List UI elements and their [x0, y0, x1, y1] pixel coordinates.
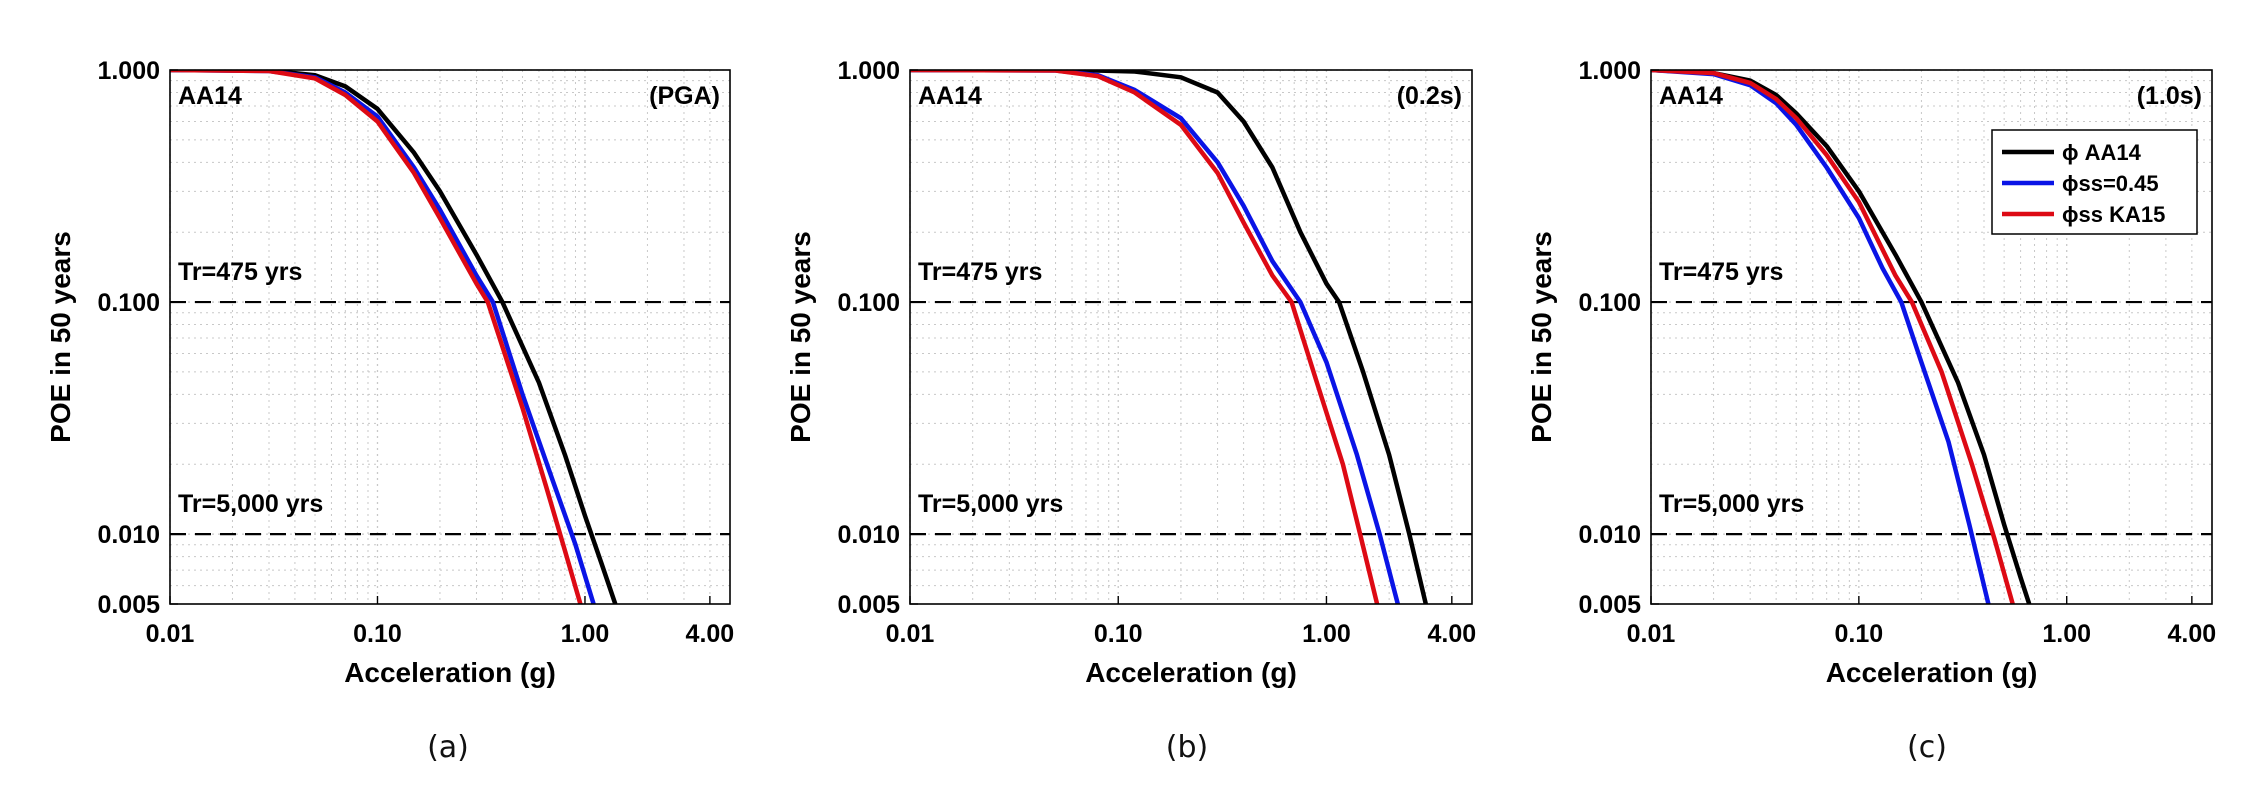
- y-axis-title: POE in 50 years: [1526, 231, 1557, 443]
- reference-label: Tr=475 yrs: [178, 258, 302, 286]
- x-axis-title: Acceleration (g): [1085, 657, 1297, 688]
- series-line-2: [910, 70, 1400, 604]
- reference-label: Tr=475 yrs: [918, 258, 1042, 286]
- legend: ϕ AA14 ϕss=0.45 ϕss KA15: [1991, 129, 2198, 235]
- x-tick-label: 4.00: [2168, 620, 2217, 648]
- legend-entry-1: ϕ AA14: [2062, 140, 2142, 165]
- series-line-3: [910, 70, 1380, 604]
- series-line-3: [170, 70, 583, 604]
- y-tick-label: 0.100: [837, 289, 900, 317]
- y-tick-label: 1.000: [1578, 57, 1641, 85]
- panel-1: Tr=475 yrs Tr=5,000 yrs 0.01 0.10 1.00 4.00 0.…: [45, 57, 734, 688]
- model-label: AA14: [178, 82, 242, 110]
- axes-frame: [1650, 69, 2213, 605]
- x-tick-label: 1.00: [2042, 620, 2091, 648]
- series-line-2: [170, 70, 596, 604]
- model-label: AA14: [1659, 82, 1723, 110]
- series-line-1: [170, 70, 618, 604]
- legend-entry-3: ϕss KA15: [2062, 202, 2165, 227]
- y-tick-label: 0.100: [1578, 289, 1641, 317]
- x-tick-label: 0.01: [146, 620, 195, 648]
- y-tick-label: 0.005: [1578, 591, 1641, 619]
- period-label: (PGA): [649, 82, 720, 110]
- caption-c: (c): [1907, 730, 1947, 765]
- panel-3: Tr=475 yrs Tr=5,000 yrs 0.01 0.10 1.00 4.00 0.…: [1526, 57, 2216, 688]
- period-label: (0.2s): [1397, 82, 1462, 110]
- axes-frame: [169, 69, 731, 605]
- period-label: (1.0s): [2137, 82, 2202, 110]
- y-tick-label: 0.005: [837, 591, 900, 619]
- panel-2: Tr=475 yrs Tr=5,000 yrs 0.01 0.10 1.00 4.00 0.…: [785, 57, 1476, 688]
- x-tick-label: 0.10: [1094, 620, 1143, 648]
- caption-a: (a): [427, 730, 469, 765]
- x-tick-label: 4.00: [686, 620, 735, 648]
- y-tick-label: 0.010: [1578, 521, 1641, 549]
- x-axis-title: Acceleration (g): [344, 657, 556, 688]
- reference-label: Tr=5,000 yrs: [918, 490, 1063, 518]
- reference-label: Tr=5,000 yrs: [178, 490, 323, 518]
- caption-b: (b): [1165, 730, 1209, 765]
- x-tick-label: 1.00: [1302, 620, 1351, 648]
- y-tick-label: 0.010: [97, 521, 160, 549]
- x-tick-label: 0.10: [353, 620, 402, 648]
- x-tick-label: 0.01: [886, 620, 935, 648]
- model-label: AA14: [918, 82, 982, 110]
- y-tick-label: 1.000: [837, 57, 900, 85]
- x-tick-label: 0.10: [1835, 620, 1884, 648]
- x-tick-label: 4.00: [1427, 620, 1476, 648]
- x-tick-label: 1.00: [561, 620, 610, 648]
- reference-label: Tr=5,000 yrs: [1659, 490, 1804, 518]
- series-line-3: [1651, 70, 2015, 604]
- series-line-1: [910, 70, 1428, 604]
- series-line-1: [1651, 70, 2032, 604]
- y-tick-label: 0.010: [837, 521, 900, 549]
- x-tick-label: 0.01: [1627, 620, 1676, 648]
- y-tick-label: 0.100: [97, 289, 160, 317]
- y-axis-title: POE in 50 years: [785, 231, 816, 443]
- y-axis-title: POE in 50 years: [45, 231, 76, 443]
- y-tick-label: 1.000: [97, 57, 160, 85]
- y-tick-label: 0.005: [97, 591, 160, 619]
- legend-entry-2: ϕss=0.45: [2062, 171, 2159, 196]
- axes-frame: [909, 69, 1473, 605]
- x-axis-title: Acceleration (g): [1826, 657, 2038, 688]
- reference-label: Tr=475 yrs: [1659, 258, 1783, 286]
